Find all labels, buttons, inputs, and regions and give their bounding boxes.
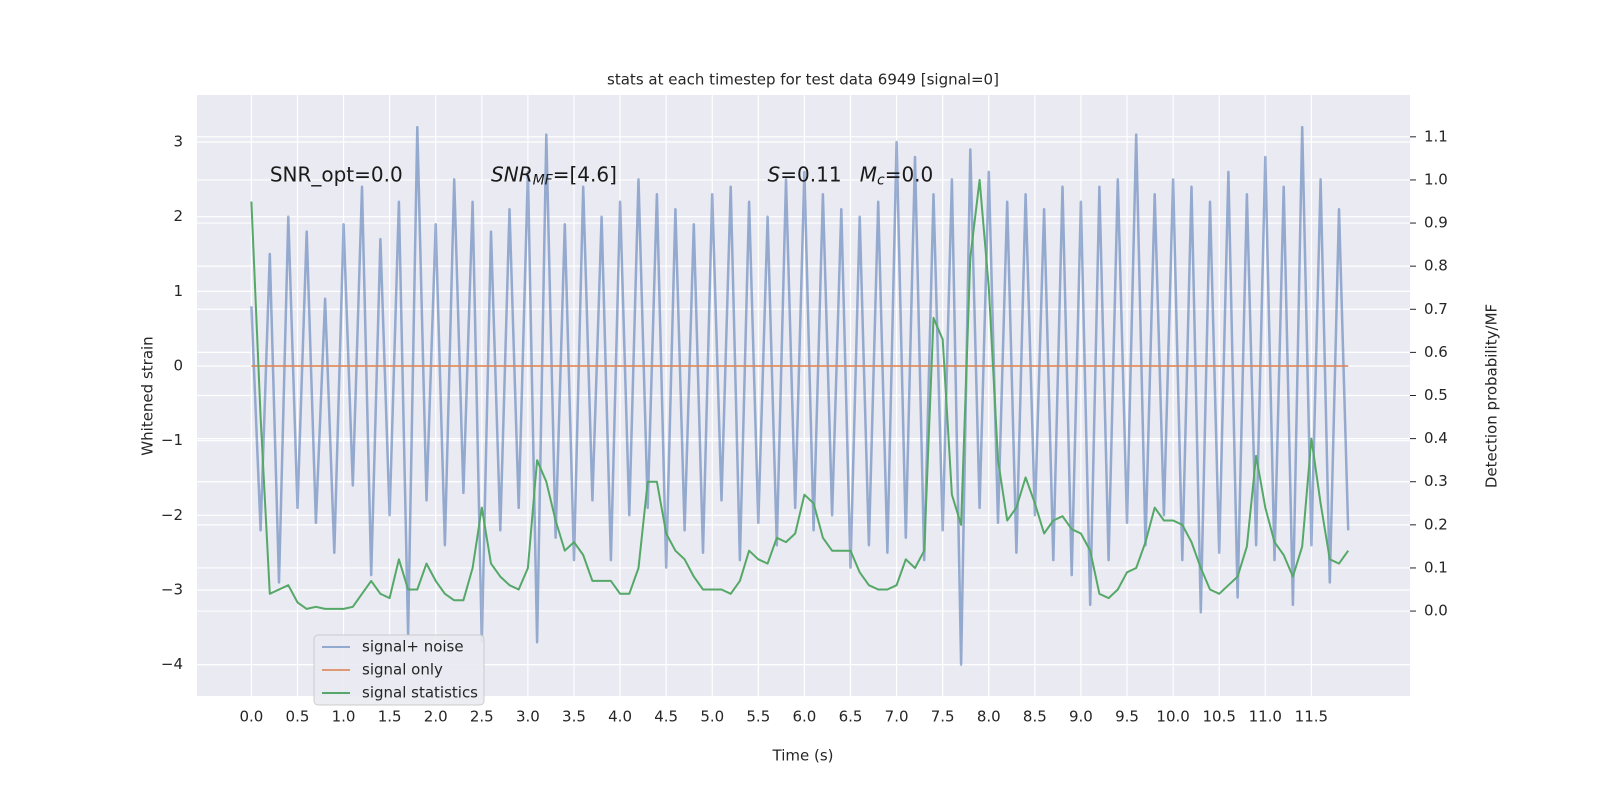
annotation-part: M <box>860 162 877 186</box>
x-tick-label: 10.0 <box>1156 708 1189 726</box>
x-axis-label: Time (s) <box>772 747 834 765</box>
x-tick-label: 10.5 <box>1202 708 1235 726</box>
y2-tick-label: 0.0 <box>1424 602 1448 620</box>
annotation-part: =[4.6] <box>553 162 617 186</box>
annotation-part: =0.11 <box>780 162 841 186</box>
x-tick-label: 9.5 <box>1115 708 1139 726</box>
x-tick-label: 7.0 <box>885 708 909 726</box>
y2-tick-label: 0.8 <box>1424 257 1448 275</box>
y2-axis-label: Detection probability/MF <box>1483 304 1501 488</box>
series-line <box>250 178 1350 610</box>
y2-tick-label: 0.5 <box>1424 386 1448 404</box>
annotation-part: SNR_opt=0.0 <box>270 162 403 186</box>
y-tick-label: 1 <box>173 282 183 300</box>
y-tick-label: 2 <box>173 207 183 225</box>
x-tick-label: 1.0 <box>332 708 356 726</box>
annotation-part: c <box>877 173 885 189</box>
series-line <box>250 125 1350 666</box>
x-tick-label: 3.5 <box>562 708 586 726</box>
x-tick-label: 3.0 <box>516 708 540 726</box>
y-tick-label: −1 <box>161 431 183 449</box>
legend: signal+ noise signal only signal statistic… <box>313 634 485 706</box>
y-tick-label: −2 <box>161 506 183 524</box>
annotation: Mc=0.0 <box>860 162 934 189</box>
y-tick-label: 3 <box>173 133 183 151</box>
chart-title: stats at each timestep for test data 694… <box>607 71 999 89</box>
x-tick-label: 5.5 <box>746 708 770 726</box>
x-tick-label: 1.5 <box>378 708 402 726</box>
legend-label: signal+ noise <box>362 638 464 656</box>
x-tick-label: 4.0 <box>608 708 632 726</box>
x-tick-label: 5.0 <box>700 708 724 726</box>
legend-box <box>313 634 485 706</box>
x-tick-label: 4.5 <box>654 708 678 726</box>
y-tick-label: 0 <box>173 357 183 375</box>
x-tick-label: 9.0 <box>1069 708 1093 726</box>
annotation-part: MF <box>533 173 554 189</box>
y2-tick-label: 1.0 <box>1424 170 1448 188</box>
x-tick-label: 7.5 <box>931 708 955 726</box>
legend-label: signal statistics <box>362 684 478 702</box>
y2-tick-label: 0.3 <box>1424 472 1448 490</box>
x-tick-label: 6.0 <box>792 708 816 726</box>
x-tick-label: 6.5 <box>839 708 863 726</box>
y2-tick-label: 0.4 <box>1424 429 1448 447</box>
y-tick-label: −4 <box>161 655 183 673</box>
annotation-part: =0.0 <box>885 162 934 186</box>
y2-tick-label: 0.9 <box>1424 214 1448 232</box>
y2-tick-label: 1.1 <box>1424 127 1448 145</box>
legend-label: signal only <box>362 661 443 679</box>
annotation: SNRMF=[4.6] <box>491 162 617 189</box>
annotation-part: S <box>768 162 781 186</box>
y-axis-label: Whitened strain <box>139 336 157 455</box>
annotation: S=0.11 <box>768 162 842 186</box>
x-tick-label: 2.0 <box>424 708 448 726</box>
x-tick-label: 2.5 <box>470 708 494 726</box>
annotation-part: SNR <box>491 162 533 186</box>
x-tick-label: 8.0 <box>977 708 1001 726</box>
y2-tick-label: 0.2 <box>1424 515 1448 533</box>
x-tick-label: 0.5 <box>286 708 310 726</box>
y2-tick-label: 0.6 <box>1424 343 1448 361</box>
x-tick-label: 11.0 <box>1249 708 1282 726</box>
x-tick-label: 11.5 <box>1295 708 1328 726</box>
y2-tick-label: 0.7 <box>1424 300 1448 318</box>
annotation: SNR_opt=0.0 <box>270 162 403 186</box>
y2-tick-label: 0.1 <box>1424 558 1448 576</box>
x-tick-label: 0.0 <box>239 708 263 726</box>
y-tick-label: −3 <box>161 580 183 598</box>
x-tick-label: 8.5 <box>1023 708 1047 726</box>
